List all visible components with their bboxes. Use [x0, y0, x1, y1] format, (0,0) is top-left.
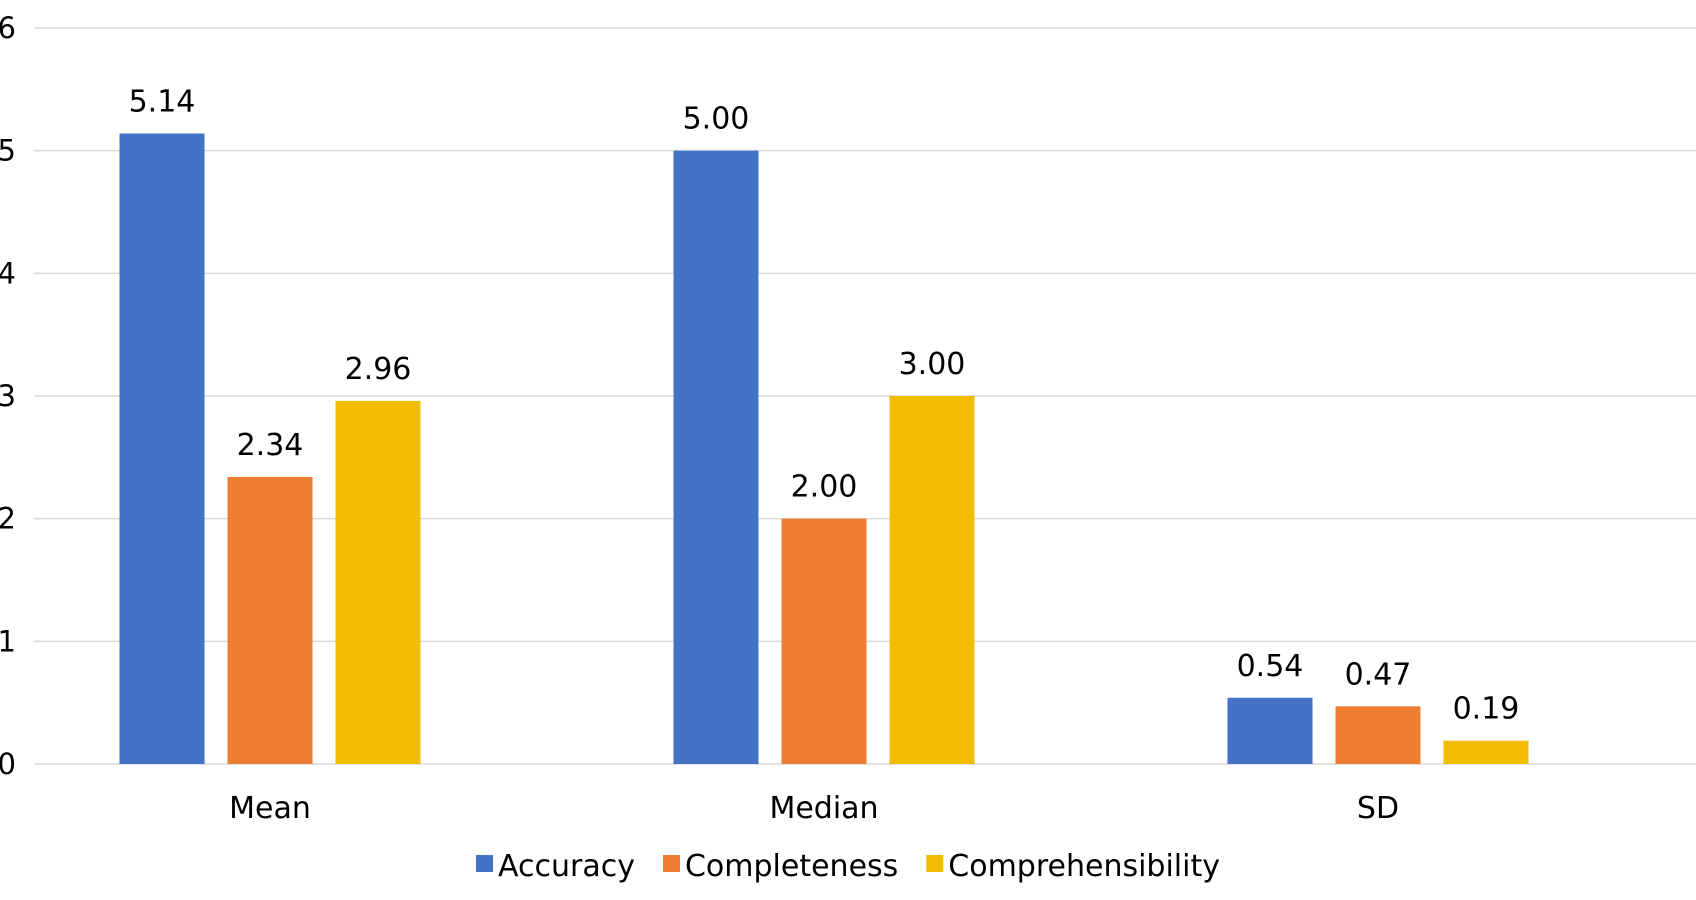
- data-label-comprehensibility-median: 3.00: [899, 347, 966, 382]
- legend-swatch-comprehensibility: [926, 855, 944, 872]
- bar-comprehensibility-mean: [335, 400, 421, 764]
- category-label-sd: SD: [1357, 791, 1399, 826]
- bar-completeness-sd: [1335, 706, 1421, 764]
- y-tick-label-0: 0: [0, 747, 16, 781]
- data-label-completeness-sd: 0.47: [1345, 657, 1412, 692]
- x-axis-categories: Mean Median SD: [229, 791, 1399, 826]
- y-tick-label-3: 3: [0, 379, 16, 413]
- data-label-accuracy-mean: 5.14: [129, 84, 196, 119]
- legend: Accuracy Completeness Comprehensibility: [476, 849, 1220, 884]
- data-label-completeness-mean: 2.34: [237, 428, 304, 463]
- bar-accuracy-median: [673, 150, 759, 764]
- bar-accuracy-sd: [1227, 697, 1313, 764]
- data-label-accuracy-sd: 0.54: [1237, 649, 1304, 684]
- data-label-completeness-median: 2.00: [791, 470, 858, 505]
- legend-label-accuracy: Accuracy: [498, 849, 635, 884]
- legend-item-completeness: Completeness: [662, 849, 898, 884]
- bar-comprehensibility-sd: [1443, 740, 1529, 764]
- bar-completeness-median: [781, 518, 867, 764]
- legend-label-completeness: Completeness: [685, 849, 898, 884]
- y-tick-label-2: 2: [0, 502, 16, 536]
- data-label-accuracy-median: 5.00: [683, 102, 750, 137]
- bar-comprehensibility-median: [889, 396, 975, 764]
- data-label-comprehensibility-sd: 0.19: [1453, 692, 1520, 727]
- data-labels: 5.14 2.34 2.96 5.00 2.00 3.00 0.54 0.47 0.19: [129, 84, 1520, 726]
- data-label-comprehensibility-mean: 2.96: [345, 352, 412, 387]
- legend-item-comprehensibility: Comprehensibility: [926, 849, 1220, 884]
- legend-label-comprehensibility: Comprehensibility: [948, 849, 1220, 884]
- legend-swatch-accuracy: [476, 855, 493, 872]
- bars: [119, 133, 1529, 764]
- y-tick-label-6: 6: [0, 11, 16, 45]
- y-axis-ticks: 0 1 2 3 4 5 6: [0, 11, 16, 781]
- y-tick-label-1: 1: [0, 624, 16, 658]
- legend-item-accuracy: Accuracy: [476, 849, 635, 884]
- y-tick-label-5: 5: [0, 134, 16, 168]
- category-label-median: Median: [769, 791, 878, 826]
- bar-accuracy-mean: [119, 133, 205, 764]
- bar-completeness-mean: [227, 476, 313, 764]
- legend-swatch-completeness: [662, 855, 680, 872]
- category-label-mean: Mean: [229, 791, 311, 826]
- y-tick-label-4: 4: [0, 256, 16, 290]
